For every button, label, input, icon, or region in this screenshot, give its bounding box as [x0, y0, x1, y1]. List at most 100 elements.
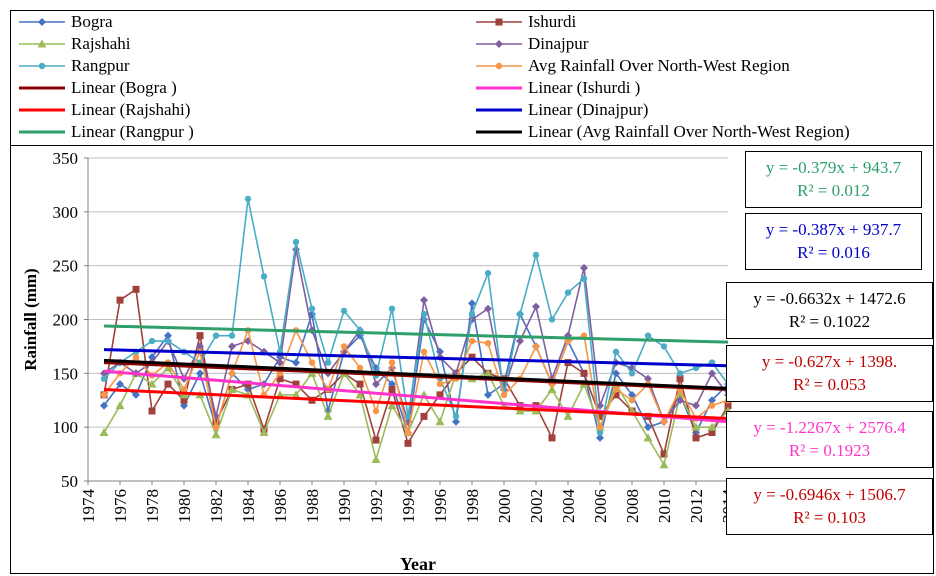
data-point	[692, 434, 700, 442]
data-point	[372, 436, 380, 444]
data-point	[708, 429, 716, 437]
data-point	[628, 390, 636, 399]
data-point	[495, 62, 503, 70]
data-point	[612, 369, 620, 378]
legend-label: Linear (Ishurdi )	[528, 78, 641, 97]
data-point	[580, 369, 588, 377]
legend-label: Linear (Rangpur )	[71, 122, 194, 141]
data-point	[196, 342, 204, 351]
data-point	[420, 296, 428, 305]
data-point	[547, 384, 557, 393]
data-point	[116, 380, 124, 389]
legend-item: Linear (Rangpur )	[19, 121, 194, 143]
data-point	[164, 331, 172, 340]
y-tick-label: 350	[53, 149, 79, 168]
data-point	[644, 332, 652, 339]
x-tick-label: 1988	[303, 489, 322, 523]
data-point	[388, 359, 396, 366]
data-point	[99, 428, 109, 437]
legend-label: Rangpur	[71, 56, 130, 75]
data-point	[436, 380, 444, 388]
data-point	[484, 270, 492, 277]
r-squared-text: R² = 0.1022	[788, 312, 871, 331]
legend-item: Avg Rainfall Over North-West Region	[476, 55, 790, 77]
data-point	[675, 390, 685, 399]
data-point	[227, 384, 237, 393]
series-line	[103, 366, 729, 467]
series-line	[103, 303, 729, 439]
trendline-equation-box: y = -0.379x + 943.7 R² = 0.012	[745, 151, 922, 208]
data-point	[420, 310, 428, 318]
trendline	[103, 387, 729, 421]
y-tick-label: 50	[61, 472, 78, 491]
data-point	[643, 433, 653, 442]
data-point	[132, 353, 140, 361]
data-point	[148, 407, 156, 415]
data-point	[292, 358, 300, 367]
data-point	[356, 380, 364, 388]
data-point	[115, 401, 125, 410]
data-point	[387, 401, 397, 410]
data-point	[596, 423, 604, 431]
data-point	[324, 359, 332, 366]
data-point	[435, 417, 445, 426]
data-point	[132, 285, 140, 293]
data-point	[180, 396, 188, 404]
r-squared-text: R² = 0.1923	[788, 441, 871, 460]
trendline	[103, 358, 729, 390]
data-point	[228, 332, 236, 339]
data-point	[532, 302, 540, 311]
legend-item: Linear (Dinajpur)	[476, 99, 648, 121]
data-point	[436, 391, 444, 399]
data-point	[628, 397, 636, 404]
data-point	[495, 18, 503, 26]
r-squared-text: R² = 0.053	[793, 375, 866, 394]
data-point	[148, 337, 156, 345]
data-point	[468, 299, 476, 308]
data-point	[164, 380, 172, 388]
x-tick-label: 1990	[335, 489, 354, 523]
data-point	[116, 296, 124, 304]
data-point	[532, 343, 540, 350]
data-point	[420, 412, 428, 420]
data-point	[548, 434, 556, 442]
series-dinajpur	[100, 245, 732, 426]
legend-label: Linear (Rajshahi)	[71, 100, 191, 119]
chart-frame	[10, 10, 934, 574]
legend-item: Ishurdi	[476, 11, 576, 33]
data-point	[276, 358, 284, 367]
data-point	[468, 310, 476, 318]
data-point	[580, 263, 588, 272]
legend-swatch	[19, 18, 65, 26]
data-point	[212, 332, 220, 339]
data-point	[468, 315, 476, 324]
data-point	[676, 370, 684, 377]
data-point	[708, 369, 716, 378]
series-rajshahi	[99, 363, 733, 469]
x-axis-title: Year	[400, 554, 436, 574]
data-point	[676, 396, 684, 405]
legend-item: Rajshahi	[19, 33, 131, 55]
data-point	[132, 390, 140, 399]
data-point	[724, 402, 732, 410]
data-point	[340, 307, 348, 315]
data-point	[37, 39, 47, 48]
data-point	[452, 413, 460, 420]
data-point	[563, 411, 573, 420]
y-tick-label: 300	[53, 203, 79, 222]
x-tick-label: 1980	[175, 489, 194, 523]
trendline-equation-box: y = -0.6632x + 1472.6 R² = 0.1022	[726, 282, 933, 339]
data-point	[532, 251, 540, 259]
trendline-equation-box: y = -0.6946x + 1506.7 R² = 0.103	[726, 478, 933, 535]
data-point	[516, 337, 524, 346]
data-point	[260, 273, 268, 280]
legend-swatch	[476, 62, 522, 70]
data-point	[372, 407, 380, 415]
data-point	[147, 379, 157, 388]
legend-item: Dinajpur	[476, 33, 588, 55]
legend-label: Dinajpur	[528, 34, 589, 53]
trendline	[103, 348, 729, 368]
y-tick-label: 100	[53, 418, 79, 437]
legend-label: Linear (Bogra )	[71, 78, 177, 97]
data-point	[340, 343, 348, 350]
